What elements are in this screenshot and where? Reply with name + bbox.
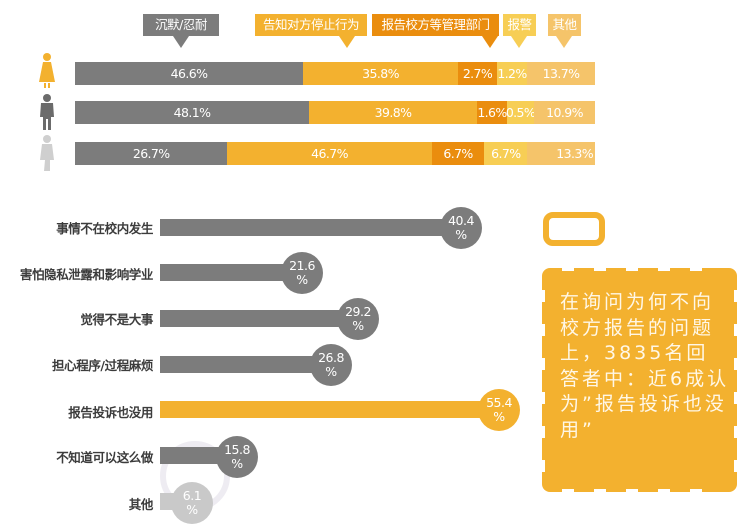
reason-label: 害怕隐私泄露和影响学业 xyxy=(19,267,154,282)
segment-police: 1.2% xyxy=(497,62,527,85)
reason-bar xyxy=(160,219,460,236)
segment-silence: 26.7% xyxy=(75,142,228,165)
segment-other: 13.7% xyxy=(527,62,595,85)
legend-pointer xyxy=(339,36,355,48)
reason-label: 担心程序/过程麻烦 xyxy=(52,358,153,373)
reason-value-bubble: 15.8% xyxy=(216,436,258,478)
reason-value-bubble: 21.6% xyxy=(281,252,323,294)
legend-pointer xyxy=(173,36,189,48)
segment-report-school: 2.7% xyxy=(458,62,497,85)
segment-tell-stop: 46.7% xyxy=(227,142,432,165)
stacked-row-male: 48.1% 39.8% 1.6% 0.5% 10.9% xyxy=(75,101,595,124)
segment-silence: 46.6% xyxy=(75,62,303,85)
segment-tell-stop: 35.8% xyxy=(303,62,458,85)
segment-tell-stop: 39.8% xyxy=(309,101,477,124)
legend-tag-silence: 沉默/忍耐 xyxy=(143,14,219,48)
legend-tag-report-school: 报告校方等管理部门 xyxy=(372,14,499,48)
segment-other: 10.9% xyxy=(534,101,595,124)
callout-note: 在询问为何不向校方报告的问题上，3835名回答者中：近6成认为”报告投诉也没用” xyxy=(542,268,737,492)
reason-label: 不知道可以这么做 xyxy=(56,450,153,465)
other-person-icon xyxy=(40,135,54,171)
segment-police: 0.5% xyxy=(506,101,536,124)
reason-value-bubble: 6.1% xyxy=(171,482,213,524)
reason-bar xyxy=(160,310,355,327)
segment-other: 13.3% xyxy=(527,142,595,165)
stacked-row-female: 46.6% 35.8% 2.7% 1.2% 13.7% xyxy=(75,62,595,85)
legend-tag-other: 其他 xyxy=(548,14,581,48)
segment-report-school: 1.6% xyxy=(477,101,507,124)
segment-silence: 48.1% xyxy=(75,101,309,124)
reason-label: 觉得不是大事 xyxy=(80,312,153,327)
reason-value-bubble: 29.2% xyxy=(337,298,379,340)
reason-label: 事情不在校内发生 xyxy=(56,221,153,236)
reason-bar xyxy=(160,356,330,373)
reason-bar xyxy=(160,447,230,464)
reason-bar xyxy=(160,264,300,281)
legend-tag-police: 报警 xyxy=(503,14,536,48)
legend-tag-tell-stop: 告知对方停止行为 xyxy=(255,14,367,48)
reason-label: 报告投诉也没用 xyxy=(68,405,153,420)
reason-value-bubble: 40.4% xyxy=(440,207,482,249)
stacked-row-other-gender: 26.7% 46.7% 6.7% 6.7% 13.3% xyxy=(75,142,595,165)
reason-label: 其他 xyxy=(128,497,154,512)
legend-pointer xyxy=(482,36,498,48)
reason-bar xyxy=(160,401,495,418)
reason-value-bubble: 55.4% xyxy=(478,389,520,431)
legend-pointer xyxy=(556,36,572,48)
callout-text: 在询问为何不向校方报告的问题上，3835名回答者中：近6成认为”报告投诉也没用” xyxy=(560,291,730,441)
legend-pointer xyxy=(511,36,527,48)
decorative-frame xyxy=(543,212,605,246)
male-person-icon xyxy=(40,94,54,130)
female-person-icon xyxy=(39,53,55,88)
segment-report-school: 6.7% xyxy=(431,142,485,165)
reason-value-bubble: 26.8% xyxy=(310,344,352,386)
segment-police: 6.7% xyxy=(484,142,528,165)
